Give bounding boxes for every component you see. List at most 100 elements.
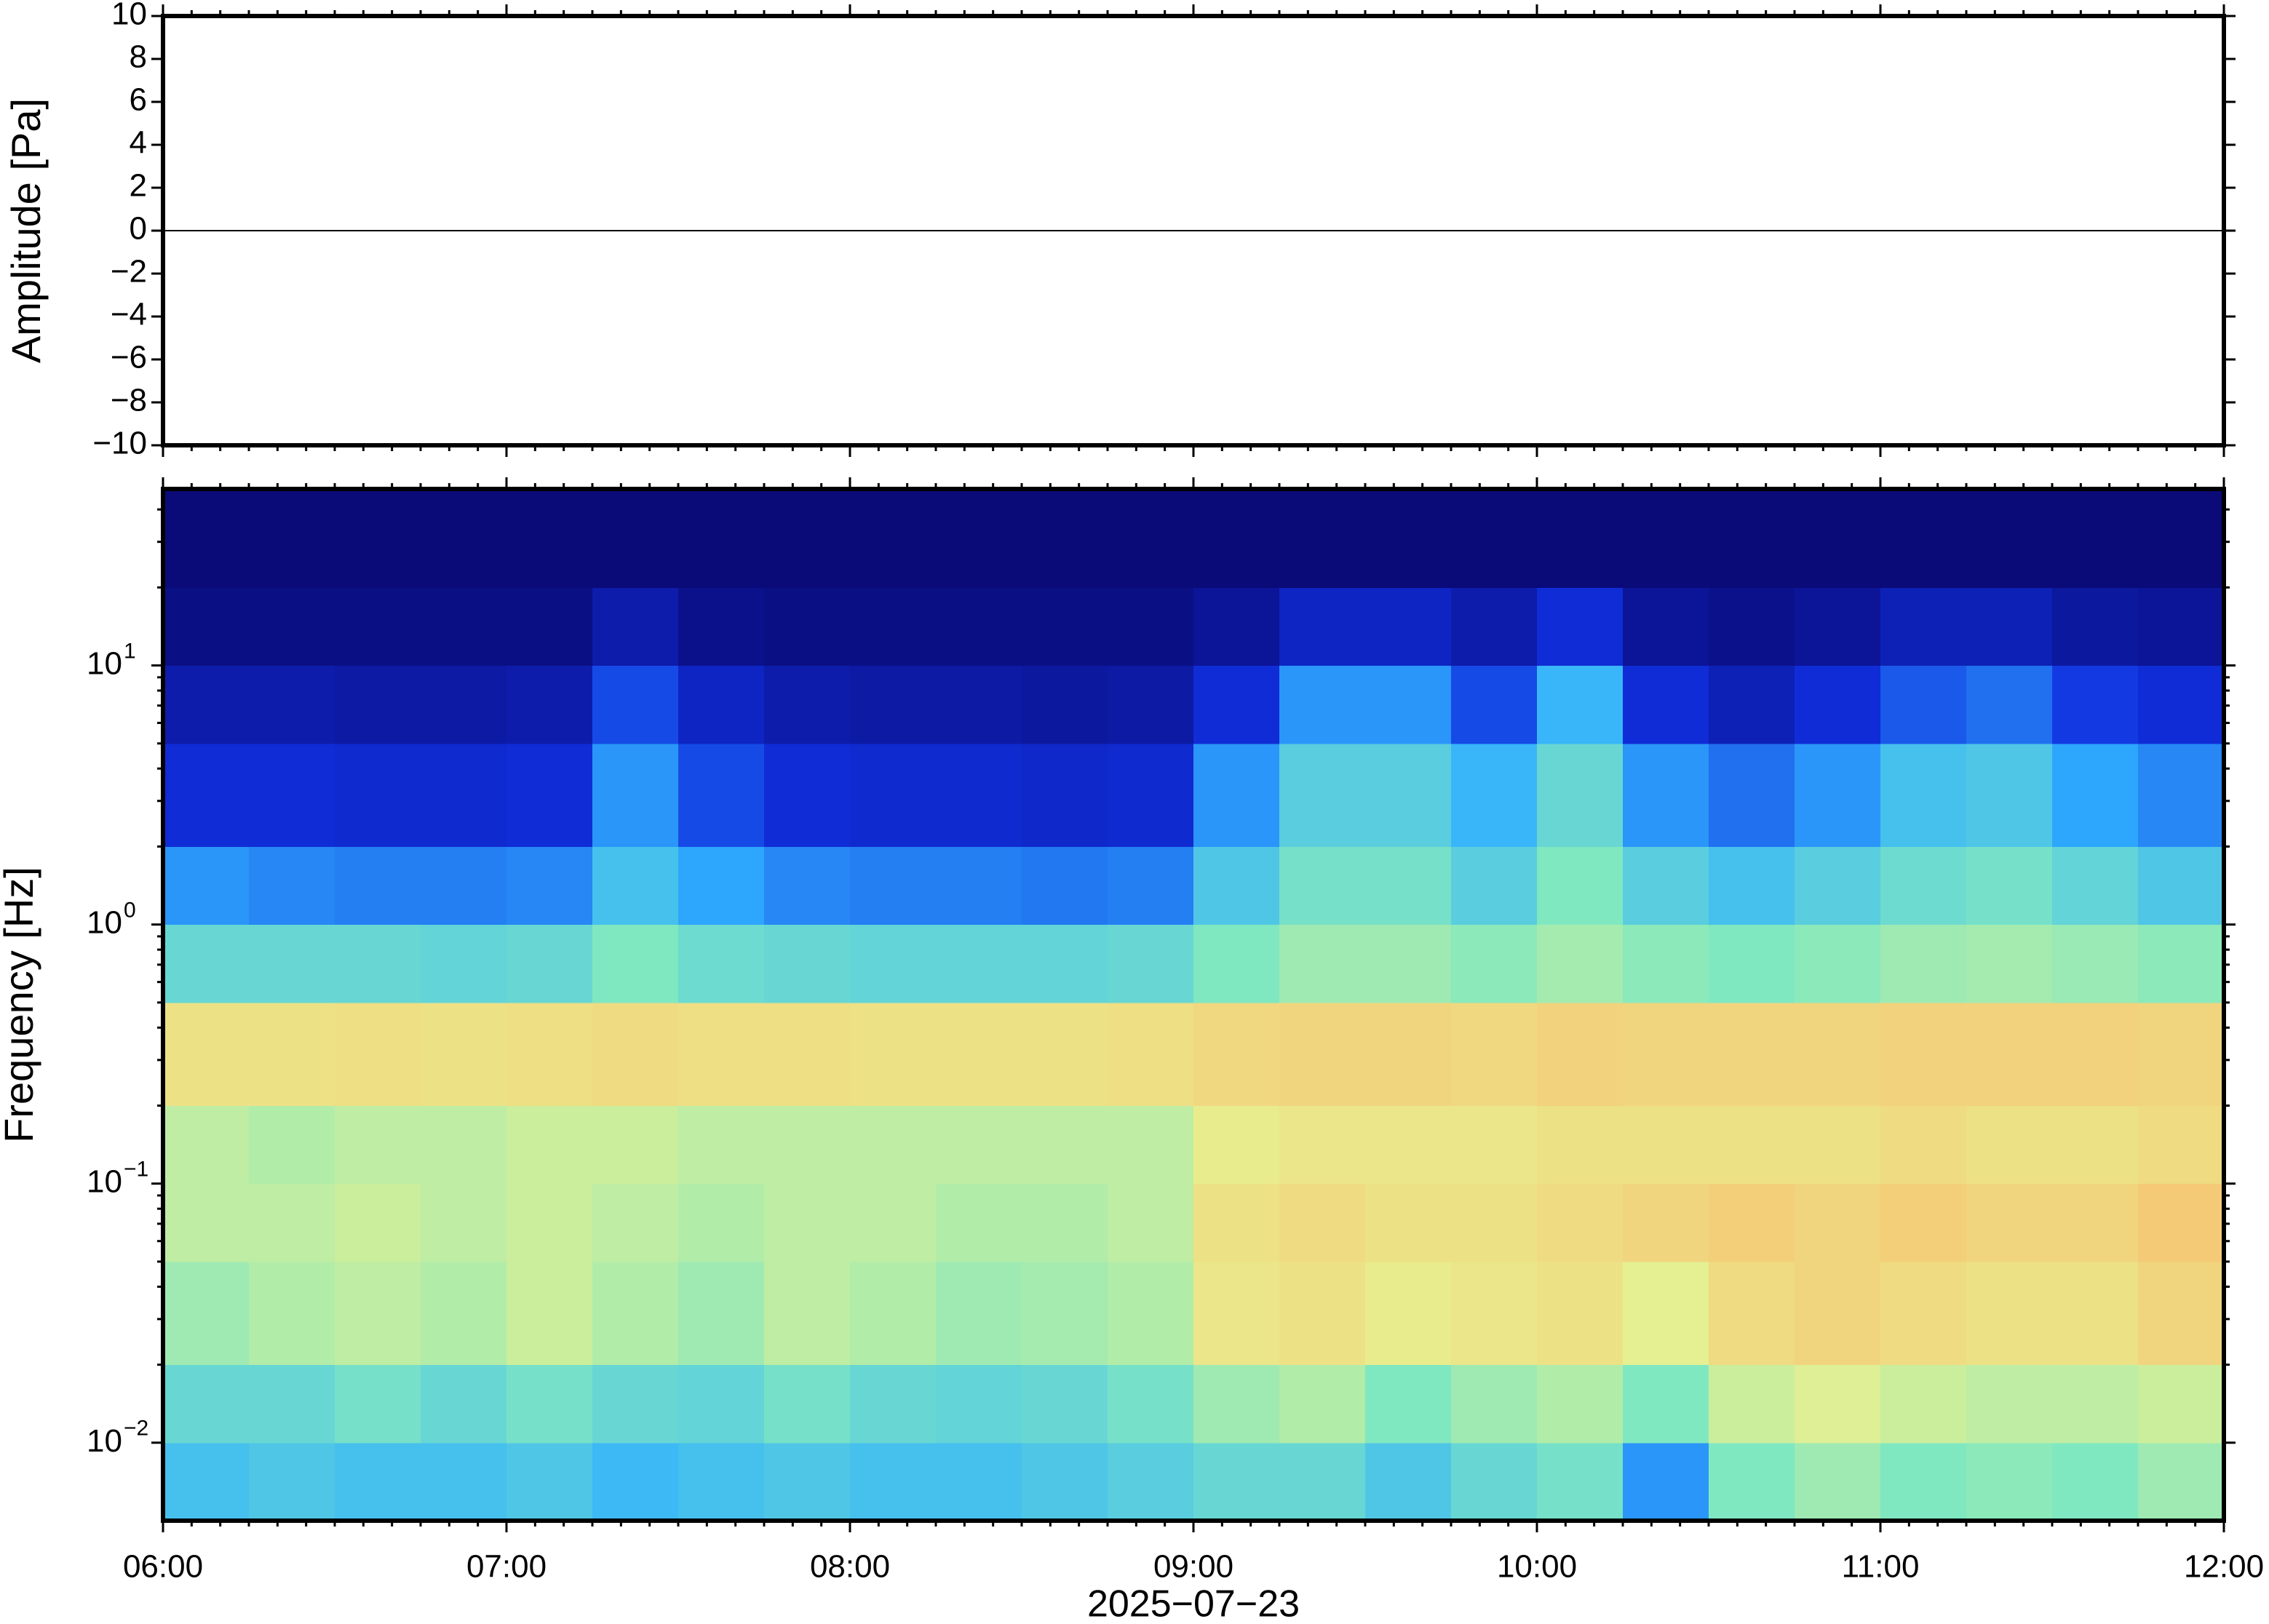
spectrogram-cell: [1365, 665, 1452, 744]
spectrogram-cell: [936, 665, 1022, 744]
spectrogram-cell: [850, 665, 937, 744]
spectrogram-cell: [421, 846, 507, 926]
spectrogram-cell: [249, 1442, 335, 1521]
x-tick-label: 10:00: [1497, 1549, 1577, 1585]
spectrogram-cell: [1880, 1442, 1967, 1521]
spectrogram-cell: [421, 489, 507, 588]
spectrogram-cell: [1880, 1183, 1967, 1262]
spectrogram-cell: [1623, 743, 1709, 847]
spectrogram-cell: [764, 924, 851, 1003]
spectrogram-cell: [592, 1364, 679, 1444]
spectrogram-cell: [1108, 665, 1194, 744]
spectrogram-cell: [1022, 1105, 1108, 1185]
spectrogram-cell: [2138, 1442, 2225, 1521]
spectrogram-cell: [1623, 1442, 1709, 1521]
spectrogram-cell: [2052, 1261, 2139, 1366]
spectrogram-cell: [1022, 665, 1108, 744]
spectrogram-cell: [1709, 489, 1795, 588]
spectrogram-cell: [1966, 1364, 2053, 1444]
y-tick-label: −10: [92, 426, 147, 461]
spectrogram-cell: [936, 1261, 1022, 1366]
spectrogram-cell: [506, 1002, 593, 1107]
spectrogram-cell: [592, 924, 679, 1003]
spectrogram-cell: [1709, 1261, 1795, 1366]
spectrogram-cell: [1365, 924, 1452, 1003]
spectrogram-cell: [1108, 743, 1194, 847]
spectrogram-cell: [335, 1364, 421, 1444]
spectrogram-cell: [678, 1261, 765, 1366]
spectrogram-cell: [678, 1105, 765, 1185]
spectrogram-cell: [678, 924, 765, 1003]
spectrogram-cell: [1365, 1442, 1452, 1521]
y-tick-label: 4: [130, 125, 147, 161]
spectrogram-cell: [1022, 489, 1108, 588]
y-tick-exponent: −1: [124, 1158, 148, 1182]
spectrogram-cell: [506, 665, 593, 744]
spectrogram-cell: [1966, 1183, 2053, 1262]
spectrogram-cell: [1193, 489, 1280, 588]
spectrogram-cell: [2052, 1442, 2139, 1521]
spectrogram-cell: [764, 665, 851, 744]
spectrogram-cell: [764, 1364, 851, 1444]
spectrogram-cell: [1022, 1183, 1108, 1262]
spectrogram-cell: [1451, 1183, 1538, 1262]
y-tick-label: 10: [87, 1422, 122, 1458]
spectrogram-cell: [2052, 489, 2139, 588]
spectrogram-cell: [1966, 489, 2053, 588]
spectrogram-cell: [1537, 1105, 1624, 1185]
spectrogram-cell: [850, 1002, 937, 1107]
spectrogram-cell: [506, 587, 593, 666]
spectrogram-cell: [2138, 1105, 2225, 1185]
spectrogram-cell: [1365, 1105, 1452, 1185]
x-tick-label: 08:00: [810, 1549, 890, 1585]
spectrogram-cell: [1022, 924, 1108, 1003]
spectrogram-cell: [2052, 1105, 2139, 1185]
spectrogram-cell: [1193, 587, 1280, 666]
spectrogram-cell: [335, 1105, 421, 1185]
spectrogram-cell: [1022, 1261, 1108, 1366]
spectrogram-cell: [678, 1002, 765, 1107]
spectrogram-cell: [421, 1261, 507, 1366]
spectrogram-cell: [1795, 1261, 1881, 1366]
spectrogram-cell: [850, 1442, 937, 1521]
spectrogram-cell: [1451, 1442, 1538, 1521]
y-tick-base: 10: [87, 645, 122, 681]
plot-frame: [161, 14, 2226, 447]
spectrogram-cell: [163, 846, 250, 926]
spectrogram-cell: [335, 1261, 421, 1366]
spectrogram-cell: [506, 846, 593, 926]
spectrogram-cell: [1880, 1364, 1967, 1444]
spectrogram-cell: [850, 1105, 937, 1185]
spectrogram-cell: [2138, 1364, 2225, 1444]
spectrogram-cell: [1279, 1183, 1366, 1262]
spectrogram-cell: [1880, 489, 1967, 588]
spectrogram-cell: [1537, 665, 1624, 744]
spectrogram-cell: [850, 489, 937, 588]
spectrogram-cell: [2138, 846, 2225, 926]
spectrogram-cell: [1880, 743, 1967, 847]
spectrogram-cell: [1623, 1002, 1709, 1107]
spectrogram-cell: [936, 846, 1022, 926]
spectrogram-cell: [678, 587, 765, 666]
spectrogram-cell: [335, 587, 421, 666]
spectrogram-cell: [1537, 1442, 1624, 1521]
spectrogram-cell: [1709, 665, 1795, 744]
y-tick-label: 10: [87, 645, 122, 681]
spectrogram-cell: [163, 1105, 250, 1185]
spectrogram-cell: [1108, 1002, 1194, 1107]
spectrogram-cell: [1623, 846, 1709, 926]
spectrogram-cell: [1108, 1105, 1194, 1185]
spectrogram-cell: [1795, 924, 1881, 1003]
spectrogram-cell: [678, 665, 765, 744]
spectrogram-cell: [2138, 1261, 2225, 1366]
spectrogram-cell: [1880, 587, 1967, 666]
spectrogram-cell: [1451, 587, 1538, 666]
spectrogram-cell: [506, 1364, 593, 1444]
spectrogram-cell: [163, 665, 250, 744]
spectrogram-cell: [1537, 1261, 1624, 1366]
x-axis-title: 2025−07−23: [1087, 1583, 1300, 1624]
spectrogram-cell: [936, 587, 1022, 666]
spectrogram-cell: [1709, 1105, 1795, 1185]
spectrogram-cell: [678, 743, 765, 847]
y-tick-label: −6: [111, 340, 147, 375]
